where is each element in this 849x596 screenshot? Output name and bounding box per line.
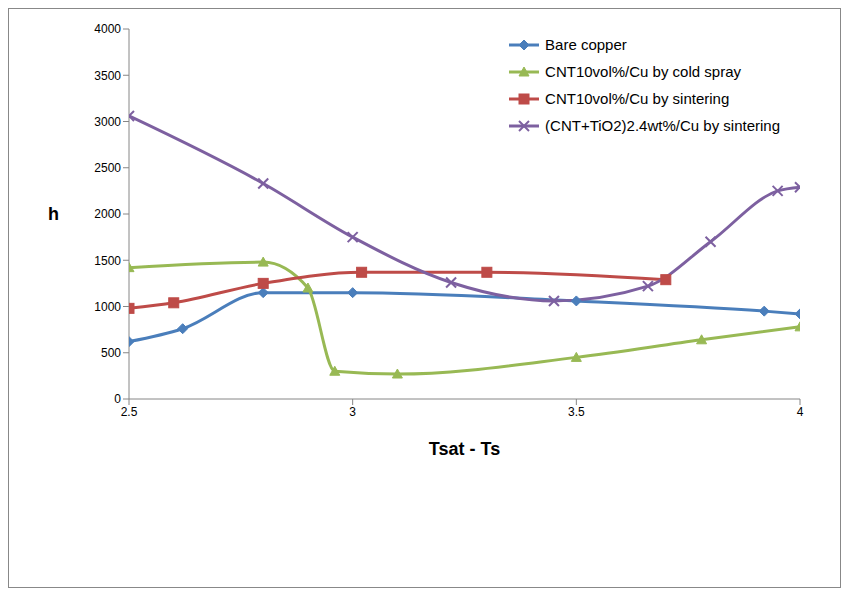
svg-text:4000: 4000 — [94, 22, 121, 36]
svg-text:Tsat - Ts: Tsat - Ts — [429, 439, 500, 459]
svg-text:2000: 2000 — [94, 207, 121, 221]
html-text:(CNT+TiO2)2.4wt%/Cu by sinteri: (CNT+TiO2)2.4wt%/Cu by sintering — [545, 117, 780, 134]
svg-text:0: 0 — [114, 392, 121, 406]
html-text:Bare copper: Bare copper — [545, 36, 627, 53]
svg-text:2.5: 2.5 — [121, 405, 138, 419]
svg-text:4: 4 — [797, 405, 804, 419]
svg-text:1500: 1500 — [94, 254, 121, 268]
html-text:CNT10vol%/Cu by cold spray: CNT10vol%/Cu by cold spray — [545, 63, 741, 80]
html-text:CNT10vol%/Cu by sintering: CNT10vol%/Cu by sintering — [545, 90, 730, 107]
svg-text:1000: 1000 — [94, 300, 121, 314]
svg-text:3000: 3000 — [94, 115, 121, 129]
svg-text:3.5: 3.5 — [568, 405, 585, 419]
svg-text:500: 500 — [101, 346, 121, 360]
svg-text:3: 3 — [349, 405, 356, 419]
svg-text:3500: 3500 — [94, 69, 121, 83]
svg-text:2500: 2500 — [94, 161, 121, 175]
svg-text:h: h — [48, 204, 59, 224]
